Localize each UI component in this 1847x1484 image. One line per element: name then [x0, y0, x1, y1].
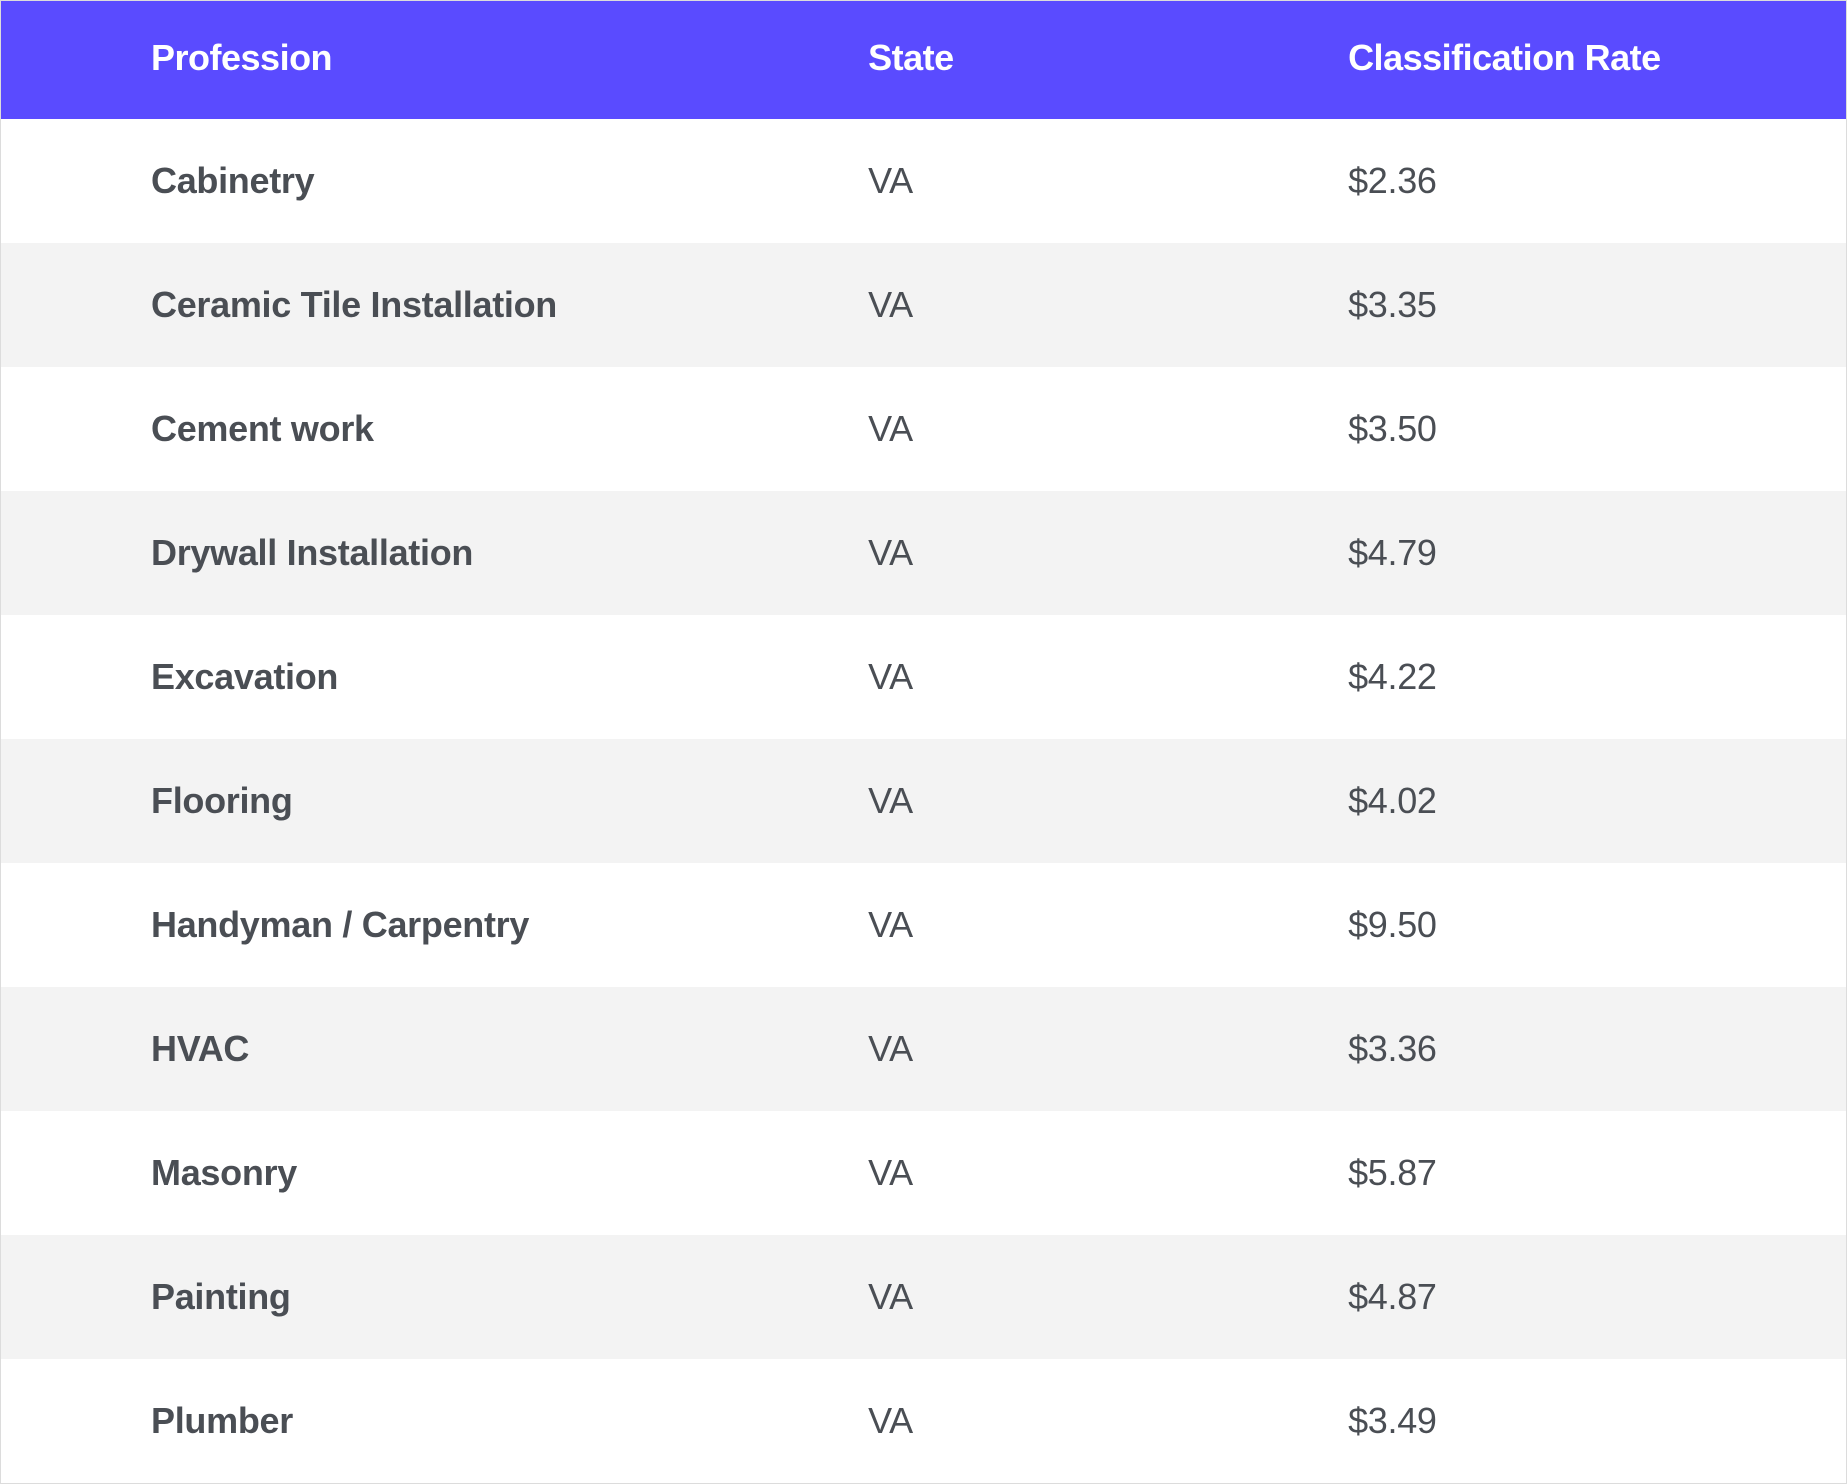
- cell-rate: $4.79: [1348, 491, 1846, 615]
- cell-profession: Drywall Installation: [1, 491, 869, 615]
- cell-profession: Painting: [1, 1235, 869, 1359]
- cell-profession: Flooring: [1, 739, 869, 863]
- cell-profession: Cabinetry: [1, 119, 869, 243]
- cell-rate: $3.35: [1348, 243, 1846, 367]
- cell-profession: HVAC: [1, 987, 869, 1111]
- cell-state: VA: [868, 739, 1348, 863]
- cell-state: VA: [868, 367, 1348, 491]
- cell-state: VA: [868, 1235, 1348, 1359]
- table-body: Cabinetry VA $2.36 Ceramic Tile Installa…: [1, 119, 1847, 1484]
- header-profession: Profession: [1, 1, 869, 120]
- cell-rate: $2.36: [1348, 119, 1846, 243]
- table-row: Cement work VA $3.50: [1, 367, 1847, 491]
- cell-state: VA: [868, 863, 1348, 987]
- table-row: Ceramic Tile Installation VA $3.35: [1, 243, 1847, 367]
- cell-rate: $4.22: [1348, 615, 1846, 739]
- table-row: Cabinetry VA $2.36: [1, 119, 1847, 243]
- table-header-row: Profession State Classification Rate: [1, 1, 1847, 120]
- classification-rate-table: Profession State Classification Rate Cab…: [0, 0, 1847, 1484]
- cell-state: VA: [868, 615, 1348, 739]
- cell-profession: Ceramic Tile Installation: [1, 243, 869, 367]
- cell-rate: $4.87: [1348, 1235, 1846, 1359]
- cell-state: VA: [868, 987, 1348, 1111]
- cell-profession: Plumber: [1, 1359, 869, 1484]
- cell-rate: $3.49: [1348, 1359, 1846, 1484]
- header-state: State: [868, 1, 1348, 120]
- cell-state: VA: [868, 1359, 1348, 1484]
- cell-rate: $9.50: [1348, 863, 1846, 987]
- table-row: HVAC VA $3.36: [1, 987, 1847, 1111]
- header-rate: Classification Rate: [1348, 1, 1846, 120]
- table-row: Flooring VA $4.02: [1, 739, 1847, 863]
- table-row: Excavation VA $4.22: [1, 615, 1847, 739]
- cell-state: VA: [868, 119, 1348, 243]
- table-row: Handyman / Carpentry VA $9.50: [1, 863, 1847, 987]
- cell-rate: $3.50: [1348, 367, 1846, 491]
- table-row: Drywall Installation VA $4.79: [1, 491, 1847, 615]
- cell-profession: Excavation: [1, 615, 869, 739]
- table-row: Painting VA $4.87: [1, 1235, 1847, 1359]
- table-row: Plumber VA $3.49: [1, 1359, 1847, 1484]
- cell-profession: Cement work: [1, 367, 869, 491]
- cell-profession: Masonry: [1, 1111, 869, 1235]
- cell-profession: Handyman / Carpentry: [1, 863, 869, 987]
- cell-state: VA: [868, 243, 1348, 367]
- cell-state: VA: [868, 1111, 1348, 1235]
- cell-state: VA: [868, 491, 1348, 615]
- cell-rate: $5.87: [1348, 1111, 1846, 1235]
- table-row: Masonry VA $5.87: [1, 1111, 1847, 1235]
- cell-rate: $3.36: [1348, 987, 1846, 1111]
- cell-rate: $4.02: [1348, 739, 1846, 863]
